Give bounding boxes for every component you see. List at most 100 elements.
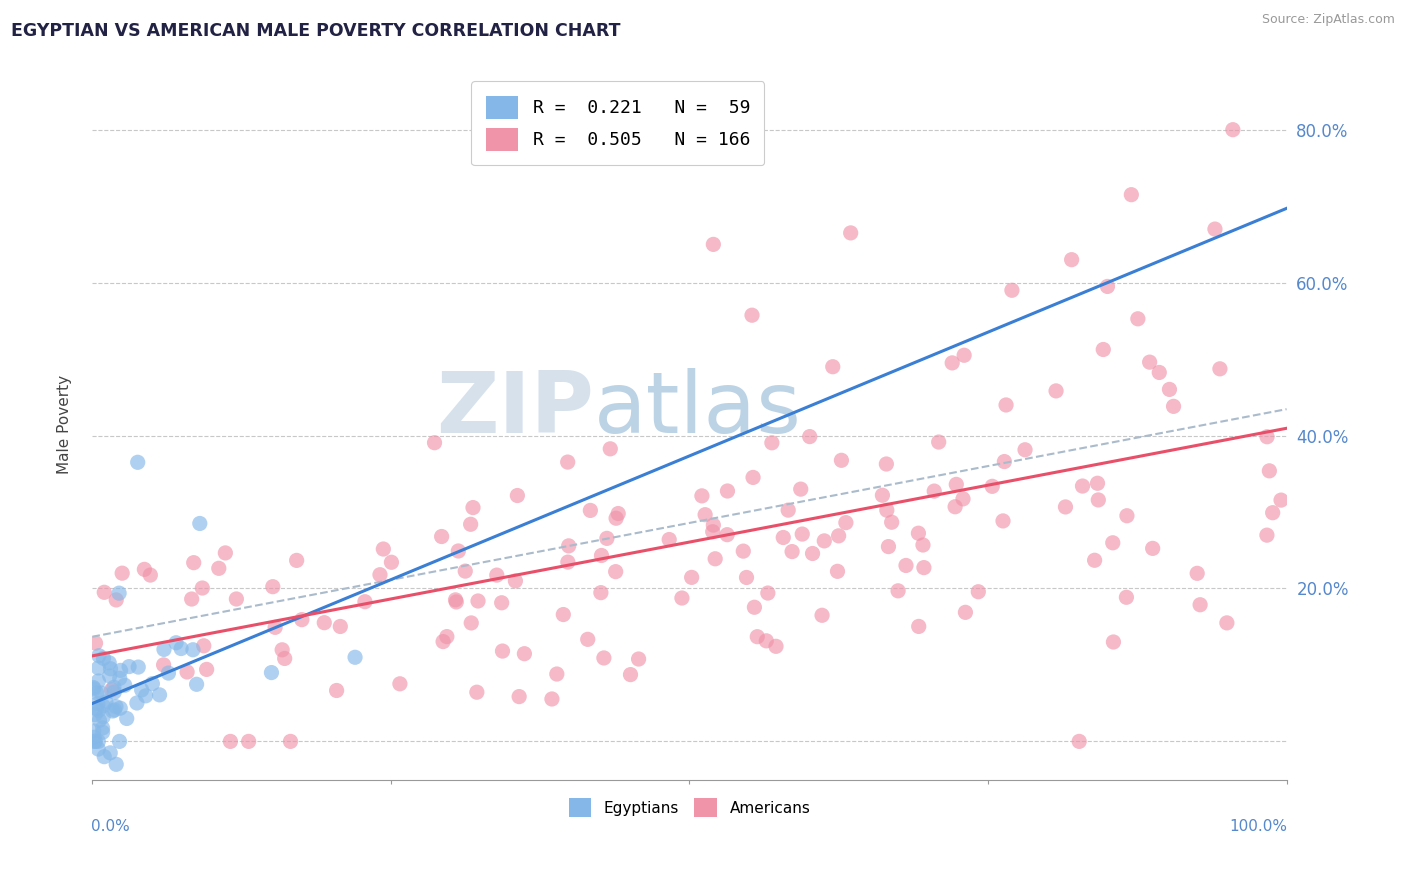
Point [599,442,621,456]
Point [1185,566,1208,581]
Point [368,567,391,582]
Point [87,734,110,748]
Point [388,677,411,691]
Point [627,652,650,666]
Point [681,570,703,584]
Point [447,544,470,558]
Point [273,651,295,665]
Point [1258,464,1281,478]
Point [911,538,934,552]
Point [922,484,945,499]
Point [153,642,176,657]
Point [579,503,602,517]
Point [790,482,813,496]
Point [188,516,211,531]
Point [491,596,513,610]
Point [127,455,149,469]
Point [589,585,612,599]
Point [1159,383,1181,397]
Point [875,457,897,471]
Point [576,632,599,647]
Point [741,308,763,322]
Point [1087,492,1109,507]
Point [134,562,156,576]
Point [157,666,180,681]
Point [87,648,110,663]
Text: atlas: atlas [593,368,801,451]
Point [619,667,641,681]
Point [716,527,738,541]
Point [103,703,125,717]
Point [557,539,579,553]
Point [454,564,477,578]
Point [943,500,966,514]
Point [93,749,115,764]
Point [89,714,111,728]
Point [86,686,108,700]
Point [1116,508,1139,523]
Point [108,734,131,748]
Point [546,667,568,681]
Point [467,594,489,608]
Point [995,398,1018,412]
Point [354,595,377,609]
Point [735,570,758,584]
Point [94,695,117,709]
Point [702,518,724,533]
Point [671,591,693,605]
Point [872,488,894,502]
Point [118,659,141,673]
Point [100,662,122,676]
Point [591,549,613,563]
Point [460,517,482,532]
Point [104,699,127,714]
Point [839,226,862,240]
Point [105,757,128,772]
Point [344,650,367,665]
Point [1097,279,1119,293]
Point [291,613,314,627]
Point [607,507,630,521]
Point [1163,400,1185,414]
Legend: Egyptians, Americans: Egyptians, Americans [562,792,817,823]
Point [91,721,114,735]
Point [180,592,202,607]
Point [1084,553,1107,567]
Point [876,503,898,517]
Point [941,356,963,370]
Point [83,734,105,748]
Point [772,531,794,545]
Point [1101,536,1123,550]
Point [191,581,214,595]
Point [658,533,681,547]
Point [446,595,468,609]
Point [761,435,783,450]
Point [557,555,579,569]
Point [1189,598,1212,612]
Point [100,682,122,697]
Point [1209,361,1232,376]
Point [91,710,114,724]
Point [553,607,575,622]
Point [605,565,627,579]
Point [111,566,134,581]
Text: EGYPTIAN VS AMERICAN MALE POVERTY CORRELATION CHART: EGYPTIAN VS AMERICAN MALE POVERTY CORREL… [11,22,620,40]
Point [1222,122,1244,136]
Point [84,734,107,748]
Point [955,605,977,619]
Point [90,686,112,700]
Point [127,660,149,674]
Point [1204,222,1226,236]
Point [108,586,131,600]
Point [103,681,125,695]
Point [967,584,990,599]
Point [225,592,247,607]
Point [1142,541,1164,556]
Point [704,551,727,566]
Point [181,642,204,657]
Point [170,641,193,656]
Point [513,647,536,661]
Point [907,619,929,633]
Point [98,746,121,760]
Point [423,435,446,450]
